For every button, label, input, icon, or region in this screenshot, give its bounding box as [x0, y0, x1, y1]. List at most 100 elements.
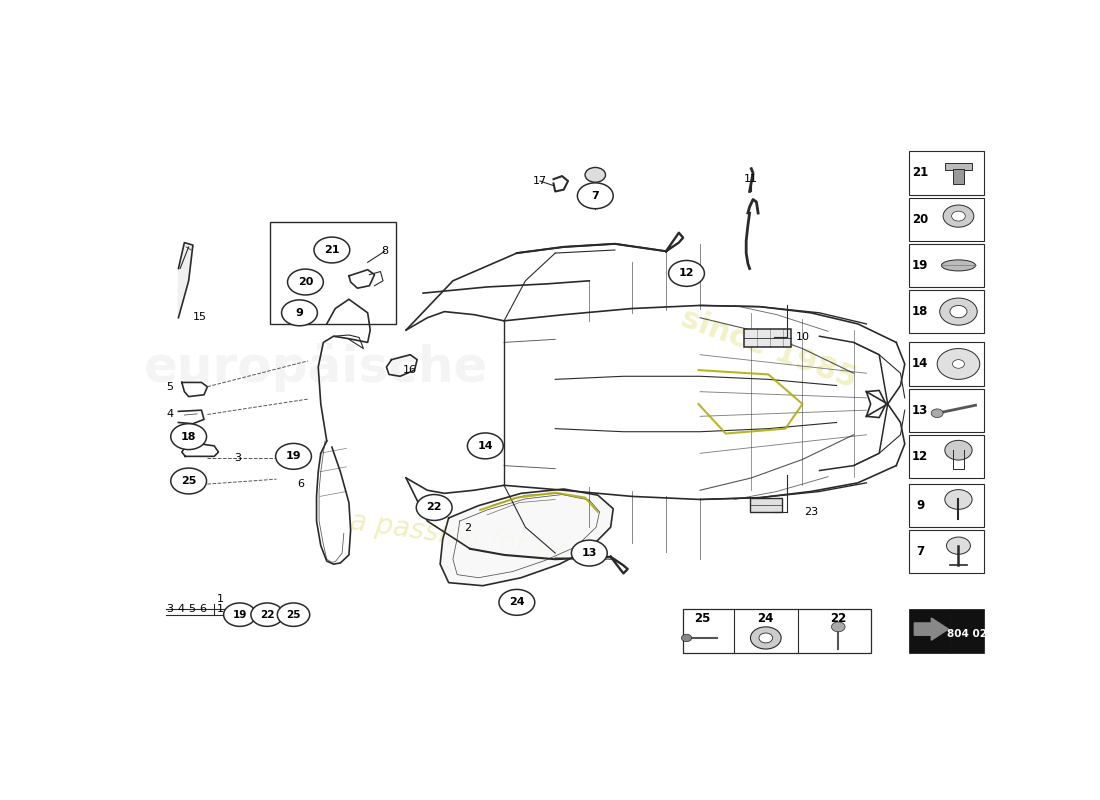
Text: 13: 13	[582, 548, 597, 558]
Text: 1: 1	[217, 603, 223, 614]
Bar	[909, 342, 984, 386]
Polygon shape	[178, 242, 192, 318]
Circle shape	[945, 490, 972, 510]
Bar	[950, 609, 984, 654]
Circle shape	[578, 183, 613, 209]
Text: 14: 14	[477, 441, 493, 451]
Bar	[909, 198, 984, 241]
Text: 3: 3	[166, 603, 174, 614]
Bar	[909, 609, 950, 654]
Circle shape	[950, 306, 967, 318]
Text: 20: 20	[298, 277, 314, 287]
Text: 23: 23	[804, 507, 818, 517]
Text: 15: 15	[192, 311, 207, 322]
Circle shape	[946, 537, 970, 554]
Bar	[909, 290, 984, 333]
Bar	[270, 222, 396, 324]
Bar	[954, 169, 964, 184]
Text: 14: 14	[912, 358, 928, 370]
Text: 11: 11	[745, 174, 758, 184]
Circle shape	[669, 261, 704, 286]
Text: 6: 6	[298, 479, 305, 489]
Text: a passion for parts: a passion for parts	[349, 508, 608, 571]
Circle shape	[943, 205, 974, 227]
Text: 18: 18	[180, 432, 197, 442]
Bar	[745, 329, 791, 347]
Text: 1: 1	[217, 594, 223, 604]
Text: 25: 25	[286, 610, 300, 620]
Text: 22: 22	[830, 612, 846, 625]
Circle shape	[945, 440, 972, 460]
Text: 20: 20	[912, 213, 928, 226]
Circle shape	[499, 590, 535, 615]
Text: 804 02: 804 02	[947, 629, 987, 638]
Text: 16: 16	[404, 365, 417, 375]
Circle shape	[314, 237, 350, 263]
Circle shape	[282, 300, 318, 326]
Text: 8: 8	[382, 246, 388, 256]
Circle shape	[953, 360, 965, 368]
Circle shape	[759, 633, 772, 643]
Circle shape	[170, 468, 207, 494]
Bar	[909, 151, 984, 194]
Text: 10: 10	[795, 333, 810, 342]
Text: 25: 25	[694, 612, 710, 625]
Text: 25: 25	[182, 476, 196, 486]
Text: 24: 24	[509, 598, 525, 607]
Text: 9: 9	[296, 308, 304, 318]
Bar	[909, 435, 984, 478]
Text: since 1985: since 1985	[676, 303, 860, 394]
Bar	[909, 484, 984, 527]
Bar	[909, 530, 984, 574]
Text: 22: 22	[260, 610, 274, 620]
Text: 7: 7	[592, 190, 600, 201]
Circle shape	[287, 269, 323, 295]
Circle shape	[170, 424, 207, 450]
Text: 5: 5	[166, 382, 174, 392]
Circle shape	[952, 211, 966, 221]
Text: 2: 2	[464, 523, 471, 534]
Text: 3: 3	[233, 453, 241, 462]
Circle shape	[251, 603, 284, 626]
Polygon shape	[440, 489, 613, 586]
Circle shape	[571, 540, 607, 566]
Text: 12: 12	[679, 269, 694, 278]
Text: 21: 21	[912, 166, 928, 179]
Circle shape	[223, 603, 256, 626]
Bar	[909, 244, 984, 287]
Text: 24: 24	[758, 612, 774, 625]
Circle shape	[277, 603, 310, 626]
Bar	[945, 162, 972, 170]
Text: 4: 4	[166, 410, 174, 419]
Bar	[749, 498, 782, 512]
Ellipse shape	[942, 260, 976, 271]
Circle shape	[750, 627, 781, 649]
Circle shape	[276, 443, 311, 470]
Text: 7: 7	[916, 546, 924, 558]
Circle shape	[681, 634, 692, 642]
Circle shape	[932, 409, 943, 418]
Circle shape	[468, 433, 503, 459]
Circle shape	[937, 349, 980, 379]
Bar	[683, 609, 871, 654]
Text: 19: 19	[232, 610, 248, 620]
Text: 4: 4	[177, 603, 185, 614]
Polygon shape	[914, 618, 948, 640]
Text: 17: 17	[532, 176, 547, 186]
Circle shape	[585, 167, 605, 182]
Bar	[909, 389, 984, 432]
Text: 19: 19	[286, 451, 301, 462]
Text: 13: 13	[912, 404, 928, 417]
Text: 6: 6	[199, 603, 207, 614]
Circle shape	[416, 494, 452, 521]
Text: 12: 12	[912, 450, 928, 463]
Text: 21: 21	[324, 245, 340, 255]
Text: 5: 5	[188, 603, 196, 614]
Text: 9: 9	[916, 499, 924, 512]
Text: 18: 18	[912, 305, 928, 318]
Text: europäische: europäische	[144, 342, 488, 391]
Text: 22: 22	[427, 502, 442, 513]
Circle shape	[832, 622, 845, 632]
Circle shape	[939, 298, 977, 325]
Text: 19: 19	[912, 259, 928, 272]
